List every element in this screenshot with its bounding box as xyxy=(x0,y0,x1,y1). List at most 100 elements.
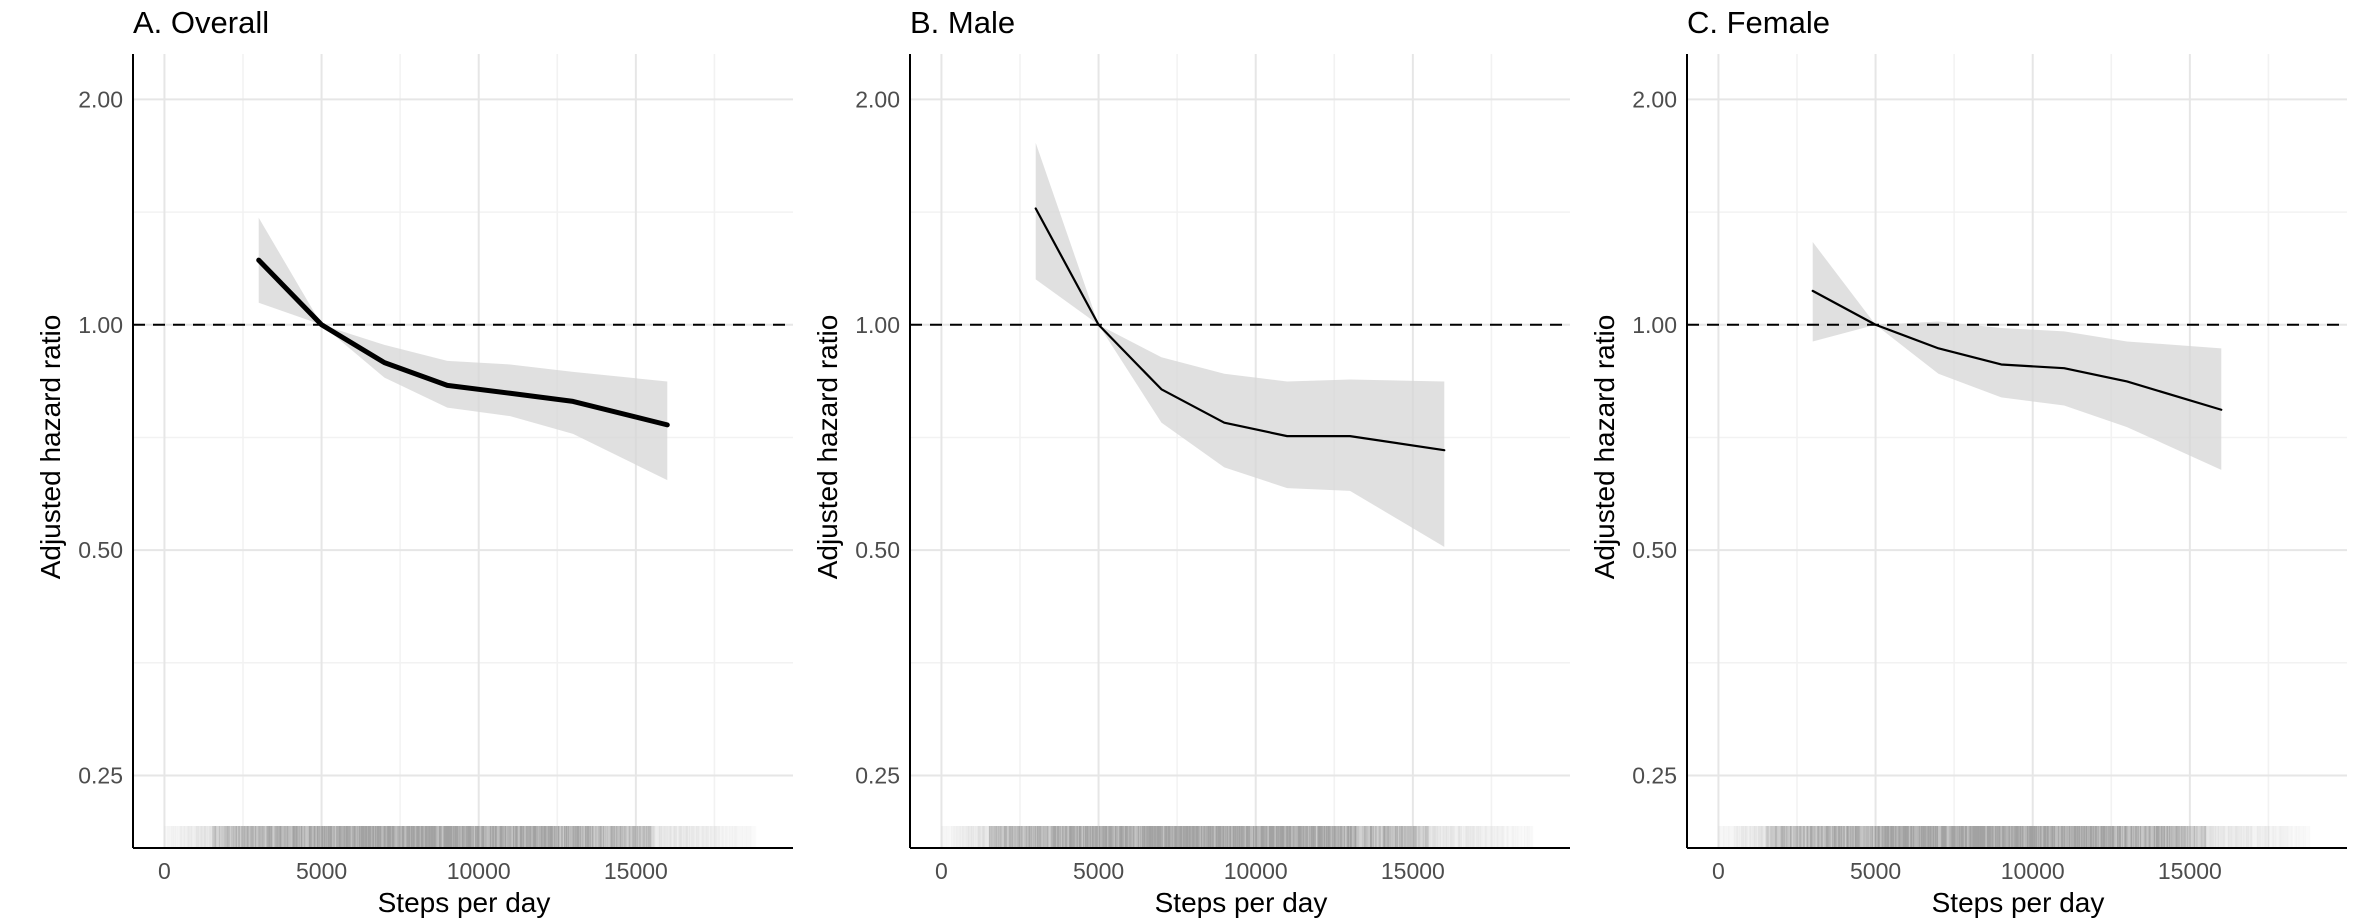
rug-tick xyxy=(233,826,235,848)
rug-tick xyxy=(1498,826,1500,848)
rug-tick xyxy=(1345,826,1347,848)
rug-tick xyxy=(1290,826,1293,848)
rug-tick xyxy=(540,826,542,848)
rug-tick xyxy=(1064,826,1066,848)
rug-tick xyxy=(1371,826,1374,848)
rug-tick xyxy=(1970,826,1973,848)
rug-tick xyxy=(2077,826,2079,848)
rug-tick xyxy=(1802,826,1805,848)
rug-tick xyxy=(544,826,546,848)
rug-tick xyxy=(2069,826,2071,848)
rug-tick xyxy=(744,826,746,848)
rug-tick xyxy=(1755,826,1757,848)
rug-tick xyxy=(1207,826,1209,848)
rug-tick xyxy=(1505,826,1507,848)
rug-tick xyxy=(2022,826,2024,848)
rug-tick xyxy=(749,826,751,848)
rug-tick xyxy=(743,826,745,848)
rug-tick xyxy=(674,826,677,848)
rug-tick xyxy=(1468,826,1470,848)
rug-tick xyxy=(1337,826,1339,848)
rug-tick xyxy=(973,826,975,848)
panel-title: A. Overall xyxy=(133,5,269,40)
rug-tick xyxy=(1474,826,1477,848)
rug-tick xyxy=(1000,826,1002,848)
y-axis-label: Adjusted hazard ratio xyxy=(35,315,66,580)
rug-tick xyxy=(696,826,699,848)
rug-tick xyxy=(479,826,481,848)
rug-tick xyxy=(1726,826,1728,848)
rug-tick xyxy=(548,826,550,848)
rug-tick xyxy=(172,826,174,848)
rug-tick xyxy=(2195,826,2197,848)
rug-tick xyxy=(1511,826,1513,848)
rug-tick xyxy=(260,826,262,848)
rug-tick xyxy=(666,826,668,848)
rug-tick xyxy=(2040,826,2042,848)
rug-tick xyxy=(1934,826,1936,848)
x-axis-label: Steps per day xyxy=(1932,887,2105,918)
rug-tick xyxy=(1428,826,1431,848)
rug-tick xyxy=(2061,826,2063,848)
rug-tick xyxy=(1893,826,1895,848)
rug-tick xyxy=(1374,826,1376,848)
rug-tick xyxy=(1956,826,1958,848)
rug-tick xyxy=(2274,826,2276,848)
rug-tick xyxy=(368,826,370,848)
rug-tick xyxy=(1111,826,1113,848)
rug-tick xyxy=(1239,826,1242,848)
rug-tick xyxy=(1114,826,1117,848)
rug-tick xyxy=(487,826,489,848)
rug-tick xyxy=(1762,826,1764,848)
rug-tick xyxy=(1288,826,1290,848)
rug-tick xyxy=(628,826,630,848)
rug-tick xyxy=(2161,826,2163,848)
rug-tick xyxy=(747,826,750,848)
rug-tick xyxy=(1965,826,1968,848)
rug-tick xyxy=(1238,826,1241,848)
rug-tick xyxy=(1832,826,1835,848)
rug-tick xyxy=(629,826,631,848)
rug-tick xyxy=(1722,826,1725,848)
rug-tick xyxy=(1972,826,1975,848)
rug-tick xyxy=(529,826,531,848)
rug-tick xyxy=(992,826,994,848)
rug-tick xyxy=(2122,826,2124,848)
rug-tick xyxy=(991,826,993,848)
rug-tick xyxy=(593,826,596,848)
rug-tick xyxy=(1174,826,1176,848)
rug-tick xyxy=(166,826,168,848)
rug-tick xyxy=(975,826,978,848)
rug-tick xyxy=(650,826,652,848)
rug-tick xyxy=(1807,826,1809,848)
rug-tick xyxy=(189,826,191,848)
rug-tick xyxy=(721,826,723,848)
rug-tick xyxy=(428,826,430,848)
rug-tick xyxy=(1384,826,1386,848)
rug-tick xyxy=(175,826,178,848)
rug-tick xyxy=(168,826,171,848)
rug-tick xyxy=(1950,826,1953,848)
rug-tick xyxy=(987,826,989,848)
rug-tick xyxy=(732,826,735,848)
rug-tick xyxy=(291,826,293,848)
rug-tick xyxy=(289,826,291,848)
rug-tick xyxy=(1100,826,1103,848)
rug-tick xyxy=(1304,826,1307,848)
rug-tick xyxy=(1003,826,1006,848)
rug-tick xyxy=(211,826,214,848)
rug-tick xyxy=(1872,826,1874,848)
rug-tick xyxy=(1728,826,1731,848)
rug-tick xyxy=(1347,826,1350,848)
rug-tick xyxy=(2085,826,2087,848)
rug-tick xyxy=(453,826,455,848)
rug-tick xyxy=(1854,826,1857,848)
rug-tick xyxy=(575,826,577,848)
rug-tick xyxy=(488,826,490,848)
rug-tick xyxy=(2103,826,2106,848)
rug-tick xyxy=(2259,826,2261,848)
rug-tick xyxy=(1275,826,1278,848)
rug-tick xyxy=(1294,826,1296,848)
rug-tick xyxy=(194,826,196,848)
rug-tick xyxy=(1237,826,1239,848)
